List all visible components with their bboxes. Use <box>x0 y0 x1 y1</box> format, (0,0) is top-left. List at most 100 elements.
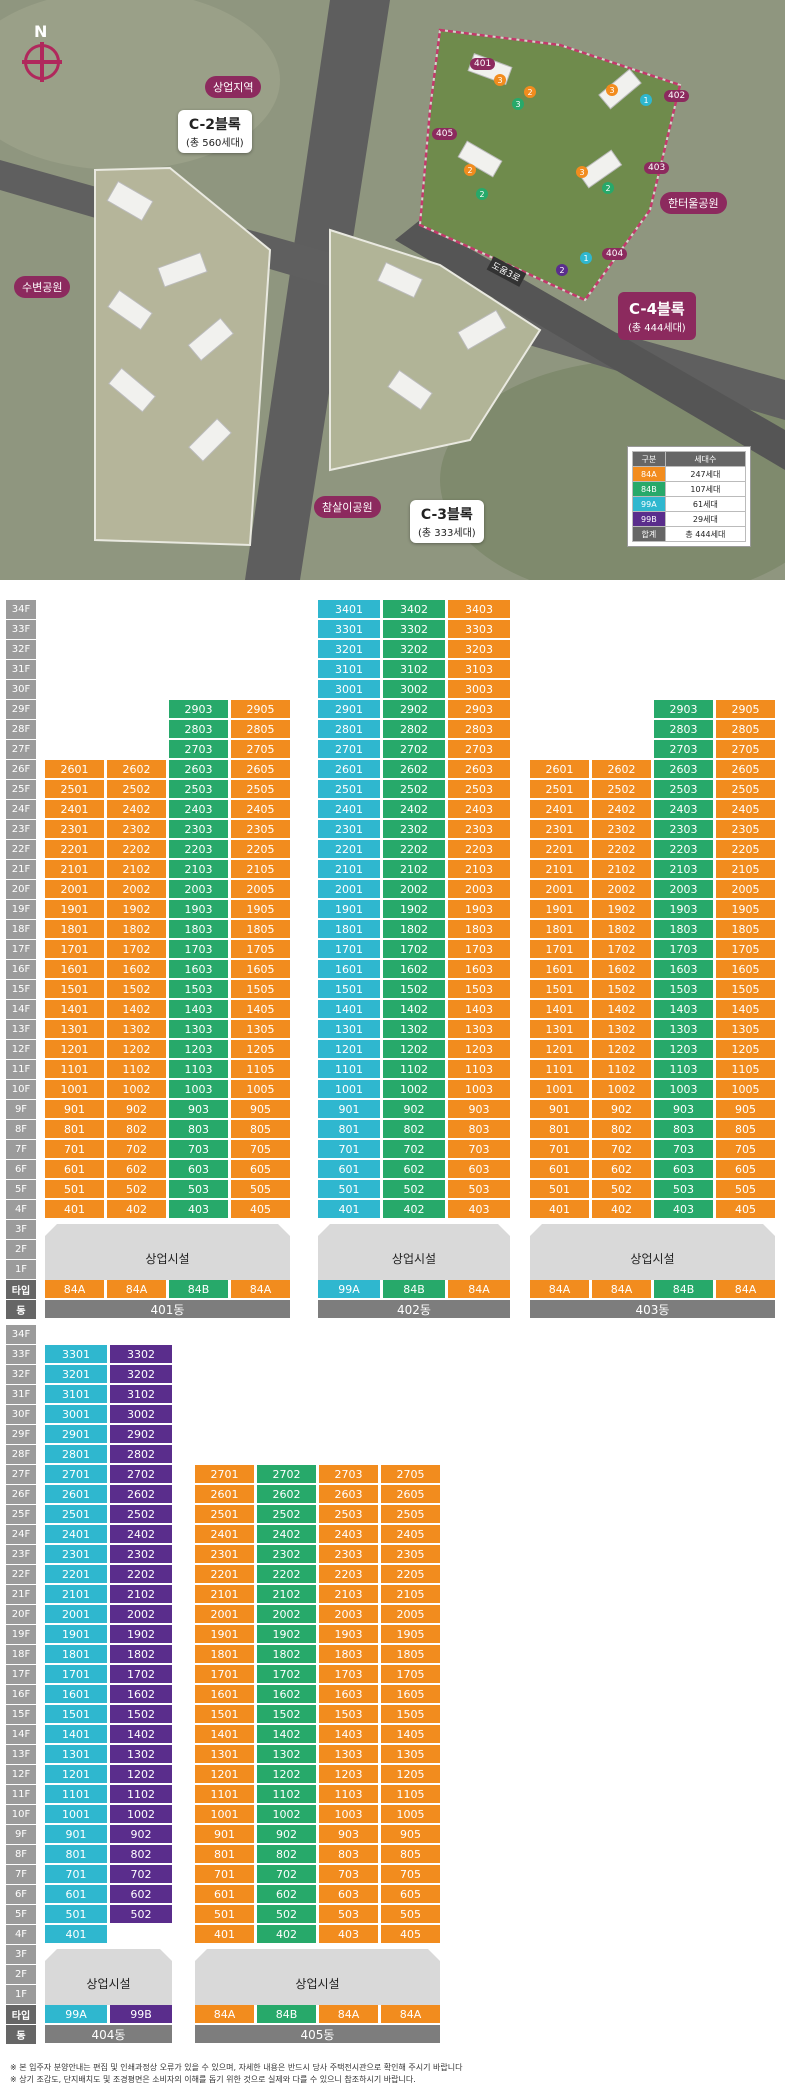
floor-label: 33F <box>6 620 36 640</box>
unit-cell: 702 <box>107 1140 166 1158</box>
unit-cell: 2703 <box>654 740 713 758</box>
unit-cell: 1305 <box>231 1020 290 1038</box>
unit-cell: 1001 <box>45 1805 107 1823</box>
unit-cell: 2105 <box>381 1585 440 1603</box>
unit-cell: 1802 <box>257 1645 316 1663</box>
unit-cell: 1605 <box>381 1685 440 1703</box>
unit-cell: 903 <box>319 1825 378 1843</box>
unit-cell: 1405 <box>381 1725 440 1743</box>
legend-count-99a: 61세대 <box>664 496 747 512</box>
unit-type-cell: 99A <box>318 1280 380 1298</box>
unit-cell: 2102 <box>257 1585 316 1603</box>
unit-cell: 2401 <box>318 800 380 818</box>
dong-label-bar: 402동 <box>318 1300 510 1318</box>
floor-label: 14F <box>6 1725 36 1745</box>
unit-cell: 2202 <box>110 1565 172 1583</box>
floor-label: 12F <box>6 1040 36 1060</box>
unit-cell: 2502 <box>110 1505 172 1523</box>
unit-cell: 1905 <box>716 900 775 918</box>
unit-cell: 2701 <box>45 1465 107 1483</box>
commercial-facility: 상업시설 <box>195 1961 440 2005</box>
unit-cell: 2102 <box>383 860 445 878</box>
unit-cell: 901 <box>45 1825 107 1843</box>
unit-cell: 901 <box>318 1100 380 1118</box>
unit-cell: 2701 <box>318 740 380 758</box>
floor-label: 29F <box>6 700 36 720</box>
unit-cell: 2002 <box>383 880 445 898</box>
unit-cell: 901 <box>45 1100 104 1118</box>
legend-type-total: 합계 <box>632 526 666 542</box>
unit-cell: 2901 <box>45 1425 107 1443</box>
unit-cell: 1205 <box>716 1040 775 1058</box>
unit-cell: 2303 <box>654 820 713 838</box>
legend-type-84b: 84B <box>632 481 666 497</box>
svg-text:3: 3 <box>609 86 614 95</box>
unit-cell: 703 <box>654 1140 713 1158</box>
unit-cell: 3001 <box>318 680 380 698</box>
unit-cell: 3303 <box>448 620 510 638</box>
floor-label: 3F <box>6 1945 36 1965</box>
unit-cell: 1505 <box>716 980 775 998</box>
unit-cell: 2501 <box>318 780 380 798</box>
unit-cell: 1702 <box>107 940 166 958</box>
unit-cell: 2805 <box>716 720 775 738</box>
legend-type-99a: 99A <box>632 496 666 512</box>
unit-cell: 2305 <box>381 1545 440 1563</box>
unit-cell: 1603 <box>448 960 510 978</box>
unit-cell: 602 <box>383 1160 445 1178</box>
unit-cell: 405 <box>716 1200 775 1218</box>
svg-text:1: 1 <box>643 96 648 105</box>
unit-cell: 2201 <box>45 840 104 858</box>
unit-cell: 2302 <box>107 820 166 838</box>
unit-cell: 2102 <box>592 860 651 878</box>
commercial-facility: 상업시설 <box>45 1236 290 1280</box>
floor-label: 18F <box>6 920 36 940</box>
unit-cell: 2302 <box>257 1545 316 1563</box>
unit-cell: 2601 <box>45 760 104 778</box>
unit-cell: 2501 <box>45 780 104 798</box>
unit-cell: 802 <box>110 1845 172 1863</box>
unit-cell: 702 <box>592 1140 651 1158</box>
unit-cell: 2005 <box>231 880 290 898</box>
floor-label: 3F <box>6 1220 36 1240</box>
unit-cell: 2402 <box>107 800 166 818</box>
floor-label: 24F <box>6 800 36 820</box>
unit-cell: 1405 <box>716 1000 775 1018</box>
unit-cell: 505 <box>716 1180 775 1198</box>
unit-cell: 1402 <box>107 1000 166 1018</box>
unit-cell: 1203 <box>169 1040 228 1058</box>
unit-cell: 1401 <box>530 1000 589 1018</box>
unit-cell: 801 <box>195 1845 254 1863</box>
unit-cell: 401 <box>45 1925 107 1943</box>
unit-cell: 705 <box>716 1140 775 1158</box>
floor-label: 31F <box>6 1385 36 1405</box>
unit-cell: 1403 <box>448 1000 510 1018</box>
unit-cell: 1901 <box>530 900 589 918</box>
unit-cell: 2803 <box>448 720 510 738</box>
unit-cell: 2805 <box>231 720 290 738</box>
unit-cell: 905 <box>231 1100 290 1118</box>
unit-cell: 1401 <box>195 1725 254 1743</box>
unit-cell: 2505 <box>716 780 775 798</box>
unit-cell: 2705 <box>231 740 290 758</box>
floor-label: 6F <box>6 1160 36 1180</box>
unit-cell: 2301 <box>45 820 104 838</box>
unit-cell: 2301 <box>195 1545 254 1563</box>
unit-cell: 1702 <box>110 1665 172 1683</box>
unit-cell: 1605 <box>716 960 775 978</box>
unit-cell: 905 <box>716 1100 775 1118</box>
unit-cell: 801 <box>45 1845 107 1863</box>
unit-cell: 2703 <box>448 740 510 758</box>
unit-cell: 1202 <box>110 1765 172 1783</box>
unit-cell: 3301 <box>45 1345 107 1363</box>
unit-cell: 3002 <box>110 1405 172 1423</box>
unit-cell: 2905 <box>231 700 290 718</box>
unit-cell: 2403 <box>654 800 713 818</box>
unit-cell: 502 <box>383 1180 445 1198</box>
unit-cell: 2501 <box>530 780 589 798</box>
unit-cell: 2405 <box>716 800 775 818</box>
floor-label: 15F <box>6 1705 36 1725</box>
unit-cell: 1003 <box>448 1080 510 1098</box>
unit-cell: 605 <box>231 1160 290 1178</box>
svg-text:2: 2 <box>467 166 472 175</box>
